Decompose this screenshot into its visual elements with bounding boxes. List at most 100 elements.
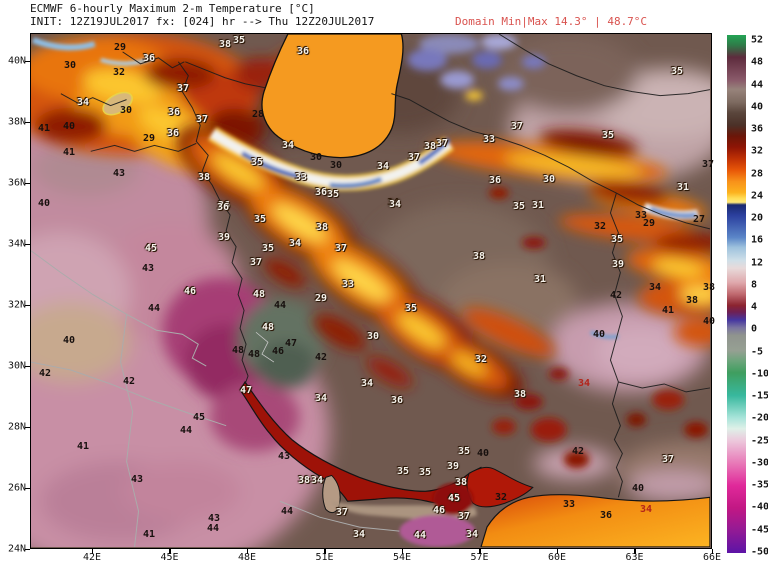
temp-value-label: 35 bbox=[601, 130, 615, 141]
temp-value-label: 45 bbox=[144, 243, 158, 254]
lon-label: 54E bbox=[392, 552, 412, 563]
temp-value-label: 35 bbox=[326, 189, 340, 200]
temp-value-label: 45 bbox=[192, 412, 206, 423]
temp-value-label: 30 bbox=[542, 174, 556, 185]
lon-label: 48E bbox=[237, 552, 257, 563]
lat-label: 32N bbox=[7, 299, 26, 311]
temp-value-label: 37 bbox=[249, 257, 263, 268]
colorbar-tick-label: 48 bbox=[751, 56, 764, 68]
colorbar-tick-label: -35 bbox=[751, 479, 768, 491]
temp-value-label: 35 bbox=[457, 446, 471, 457]
temp-value-label: 41 bbox=[62, 147, 76, 158]
init-forecast-line: INIT: 12Z19JUL2017 fx: [024] hr --> Thu … bbox=[30, 15, 375, 28]
temp-value-label: 34 bbox=[352, 529, 366, 540]
temp-value-label: 35 bbox=[396, 466, 410, 477]
temp-value-label: 46 bbox=[183, 286, 197, 297]
temp-value-label: 32 bbox=[474, 354, 488, 365]
temp-value-label: 36 bbox=[296, 46, 310, 57]
temp-value-label: 38 bbox=[454, 477, 468, 488]
colorbar-tick-label: 32 bbox=[751, 145, 764, 157]
arabian-sea bbox=[480, 494, 710, 547]
temp-value-label: 43 bbox=[130, 474, 144, 485]
colorbar-tick-label: 12 bbox=[751, 257, 764, 269]
temp-value-label: 32 bbox=[593, 221, 607, 232]
temp-value-label: 35 bbox=[418, 467, 432, 478]
temp-value-label: 42 bbox=[571, 446, 585, 457]
temp-value-label: 32 bbox=[112, 67, 126, 78]
temp-value-label: 29 bbox=[113, 42, 127, 53]
temp-value-label: 44 bbox=[179, 425, 193, 436]
colorbar-tick-label: -40 bbox=[751, 501, 768, 513]
colorbar-tick-label: -10 bbox=[751, 368, 768, 380]
colorbar-tick-label: 36 bbox=[751, 123, 764, 135]
temp-value-label: 30 bbox=[309, 152, 323, 163]
lon-label: 57E bbox=[470, 552, 489, 563]
colorbar-tick-label: 20 bbox=[751, 212, 764, 224]
temp-value-label: 34 bbox=[639, 504, 653, 515]
temp-value-label: 48 bbox=[247, 349, 261, 360]
temp-value-label: 38 bbox=[218, 39, 232, 50]
temp-value-label: 42 bbox=[314, 352, 328, 363]
lat-tick bbox=[25, 182, 30, 184]
temp-value-label: 38 bbox=[472, 251, 486, 262]
lon-label: 45E bbox=[160, 552, 179, 563]
lat-tick bbox=[25, 365, 30, 367]
lon-tick bbox=[246, 549, 248, 554]
temp-value-label: 32 bbox=[494, 492, 508, 503]
terrain-ne-fire bbox=[429, 129, 710, 347]
terrain-red-mottles bbox=[488, 187, 709, 469]
colorbar-tick-label: 40 bbox=[751, 101, 764, 113]
temp-value-label: 36 bbox=[167, 107, 181, 118]
temp-value-label: 43 bbox=[141, 263, 155, 274]
temp-value-label: 36 bbox=[217, 200, 231, 211]
temp-value-label: 31 bbox=[531, 200, 545, 211]
temp-value-label: 33 bbox=[482, 134, 496, 145]
temp-value-label: 36 bbox=[599, 510, 613, 521]
temp-value-label: 46 bbox=[432, 505, 446, 516]
temp-value-label: 38 bbox=[315, 222, 329, 233]
temp-value-label: 34 bbox=[577, 378, 591, 389]
lat-label: 34N bbox=[7, 238, 26, 250]
temp-value-label: 37 bbox=[510, 121, 524, 132]
colorbar-tick-label: -25 bbox=[751, 435, 768, 447]
lat-label: 30N bbox=[7, 360, 26, 372]
lat-tick bbox=[25, 60, 30, 62]
caspian-sea bbox=[261, 34, 404, 159]
gulf-land-details bbox=[322, 474, 478, 547]
temp-value-label: 37 bbox=[195, 114, 209, 125]
country-borders bbox=[60, 34, 710, 498]
temp-value-label: 36 bbox=[216, 202, 230, 213]
temp-value-label: 30 bbox=[63, 60, 77, 71]
lon-tick bbox=[91, 549, 93, 554]
temp-value-label: 36 bbox=[390, 395, 404, 406]
lat-label: 38N bbox=[7, 116, 26, 128]
lon-tick bbox=[169, 549, 171, 554]
lon-tick bbox=[479, 549, 481, 554]
colorbar bbox=[727, 35, 746, 553]
lon-label: 60E bbox=[547, 552, 567, 563]
colorbar-tick-label: -45 bbox=[751, 524, 768, 536]
temp-value-label: 39 bbox=[611, 259, 625, 270]
temp-value-label: 31 bbox=[676, 182, 690, 193]
temp-value-label: 37 bbox=[435, 138, 449, 149]
temp-value-label: 34 bbox=[388, 199, 402, 210]
lon-tick bbox=[634, 549, 636, 554]
temp-value-label: 38 bbox=[423, 141, 437, 152]
temp-value-label: 37 bbox=[176, 83, 190, 94]
temp-value-label: 35 bbox=[404, 303, 418, 314]
temp-value-label: 37 bbox=[407, 152, 421, 163]
temp-value-label: 43 bbox=[207, 513, 221, 524]
lon-tick bbox=[711, 549, 713, 554]
temp-value-label: 34 bbox=[648, 282, 662, 293]
temp-value-label: 46 bbox=[271, 346, 285, 357]
temp-value-label: 48 bbox=[261, 322, 275, 333]
temp-value-label: 42 bbox=[122, 376, 136, 387]
temp-value-label: 35 bbox=[512, 201, 526, 212]
lon-label: 66E bbox=[702, 552, 722, 563]
temp-value-label: 44 bbox=[280, 506, 294, 517]
temp-value-label: 40 bbox=[62, 121, 76, 132]
temp-value-label: 38 bbox=[513, 389, 527, 400]
temp-value-label: 44 bbox=[147, 303, 161, 314]
temp-value-label: 44 bbox=[273, 300, 287, 311]
temp-value-label: 48 bbox=[231, 345, 245, 356]
